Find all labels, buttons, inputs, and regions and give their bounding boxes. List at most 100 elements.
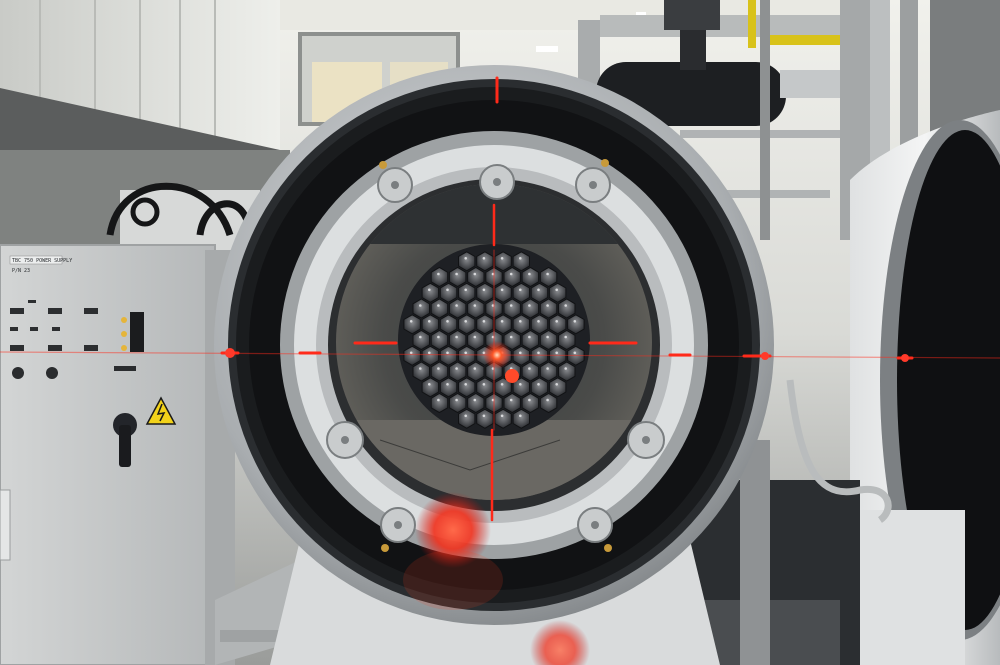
mirror-segment (539, 329, 558, 351)
mirror-reflection (473, 335, 477, 339)
mirror-reflection (519, 257, 522, 260)
mirror-reflection (437, 335, 440, 339)
mirror-reflection (482, 288, 486, 292)
laser-spot-icon (483, 341, 511, 369)
mirror-segment (403, 345, 421, 366)
mirror-segment (530, 345, 549, 366)
mirror-segment (467, 361, 485, 382)
mirror-reflection (428, 351, 431, 355)
mirror-segment (439, 345, 458, 366)
mirror-segment (558, 361, 576, 382)
mirror-segment (458, 345, 476, 366)
mirror-segment (430, 266, 449, 288)
mirror-segment (548, 282, 567, 303)
mirror-reflection (446, 351, 449, 355)
mirror-reflection (464, 320, 468, 323)
mirror-segment (448, 329, 467, 351)
mirror-segment (548, 314, 567, 335)
mirror-reflection (564, 304, 567, 307)
mirror-segment (558, 298, 576, 319)
mirror-reflection (519, 414, 522, 418)
laser-reflection-blob (415, 492, 491, 568)
mirror-reflection (446, 383, 449, 386)
mirror-segment (412, 361, 430, 382)
knob-right[interactable] (46, 367, 58, 379)
mirror-reflection (528, 335, 531, 339)
mirror-reflection (455, 304, 458, 307)
mirror-reflection (546, 335, 549, 339)
mirror-segment (521, 266, 540, 288)
mirror-reflection (537, 351, 540, 355)
mirror-reflection (546, 272, 549, 276)
mirror-segment (530, 377, 549, 398)
mirror-reflection (519, 288, 522, 292)
mirror-segment (494, 314, 512, 335)
mirror-segment (476, 251, 494, 272)
mirror-segment (521, 329, 540, 351)
mirror-reflection (500, 257, 504, 260)
mirror-reflection (473, 272, 477, 276)
mirror-segment (539, 298, 558, 319)
mirror-reflection (564, 335, 567, 339)
mirror-reflection (419, 335, 422, 339)
mirror-segment (430, 361, 449, 382)
mirror-segment (476, 314, 494, 335)
mirror-segment (539, 266, 558, 288)
knob-left[interactable] (12, 367, 24, 379)
mirror-segment (548, 345, 567, 366)
mirror-reflection (473, 304, 477, 307)
mirror-segment (494, 251, 512, 272)
mirror-segment (539, 392, 558, 414)
mirror-reflection (546, 398, 549, 402)
mirror-segment (548, 377, 567, 398)
mirror-segment (403, 314, 421, 335)
mirror-reflection (473, 367, 477, 370)
mirror-reflection (509, 398, 513, 402)
mirror-segment (467, 266, 485, 288)
mirror-segment (494, 408, 512, 429)
mirror-segment (512, 408, 530, 429)
high-voltage-warning-icon (145, 396, 177, 425)
rotary-switch-icon[interactable] (113, 413, 137, 467)
mirror-reflection (482, 414, 486, 418)
mirror-segment (512, 314, 530, 335)
mirror-reflection (555, 320, 558, 323)
mirror-segment (476, 408, 494, 429)
mirror-segment (521, 392, 540, 414)
mirror-segment (512, 282, 530, 303)
mirror-reflection (437, 398, 440, 402)
mirror-segment (412, 298, 430, 319)
cabinet-sub-label: P/N 23 (12, 268, 30, 274)
mirror-segment (421, 282, 440, 303)
mirror-reflection (555, 351, 558, 355)
mirror-reflection (437, 304, 440, 307)
mirror-segment (512, 251, 530, 272)
mirror-reflection (428, 320, 431, 323)
mirror-segment (476, 377, 494, 398)
mirror-reflection (500, 320, 504, 323)
mirror-segment (458, 251, 476, 272)
mirror-reflection (482, 320, 486, 323)
mirror-segment (530, 282, 549, 303)
mirror-segment (476, 282, 494, 303)
mirror-reflection (437, 272, 440, 276)
display-panel (130, 312, 144, 352)
mirror-segment (439, 282, 458, 303)
mirror-segment (448, 266, 467, 288)
mirror-reflection (528, 367, 531, 370)
mirror-reflection (473, 398, 477, 402)
mirror-segment (521, 298, 540, 319)
mirror-segment (458, 377, 476, 398)
mirror-segment (412, 329, 430, 351)
mirror-segment (567, 345, 585, 366)
mirror-segment (467, 329, 485, 351)
mirror-reflection (573, 351, 577, 355)
mirror-reflection (528, 272, 531, 276)
mirror-segment (494, 377, 512, 398)
right-vacuum-tank (845, 110, 1000, 665)
mirror-reflection (555, 288, 558, 292)
hexagonal-mirror-array (403, 251, 585, 429)
mirror-reflection (419, 367, 422, 370)
mirror-segment (430, 392, 449, 414)
